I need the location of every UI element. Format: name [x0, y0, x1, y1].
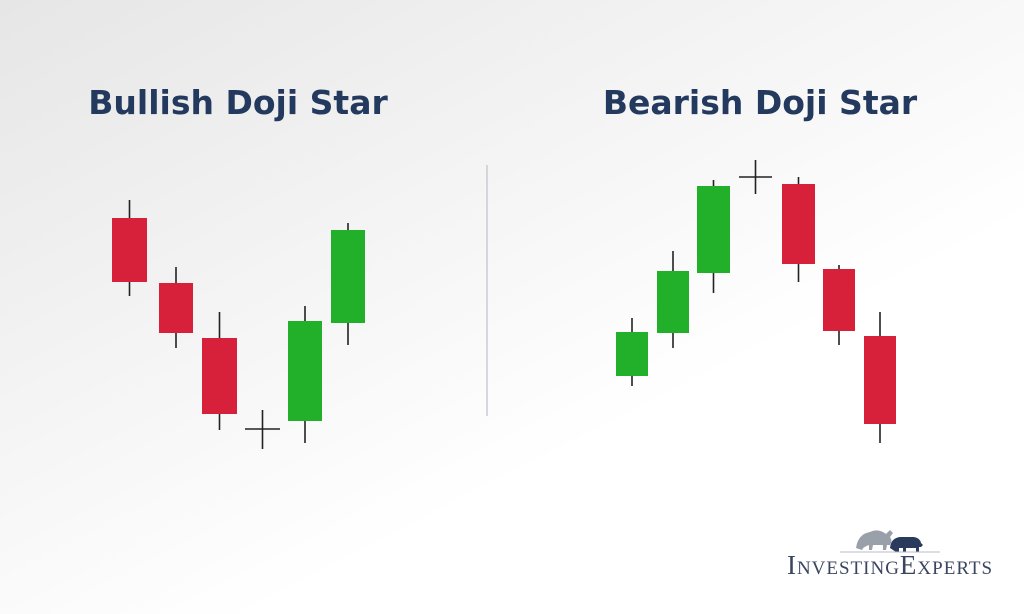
logo-icon: [856, 530, 923, 552]
panel-title: Bullish Doji Star: [88, 83, 388, 122]
panel-title: Bearish Doji Star: [603, 83, 918, 122]
bearish-candles: [616, 160, 896, 443]
bullish-candles: [112, 200, 365, 449]
logo-text: InvestingExperts: [787, 550, 993, 580]
